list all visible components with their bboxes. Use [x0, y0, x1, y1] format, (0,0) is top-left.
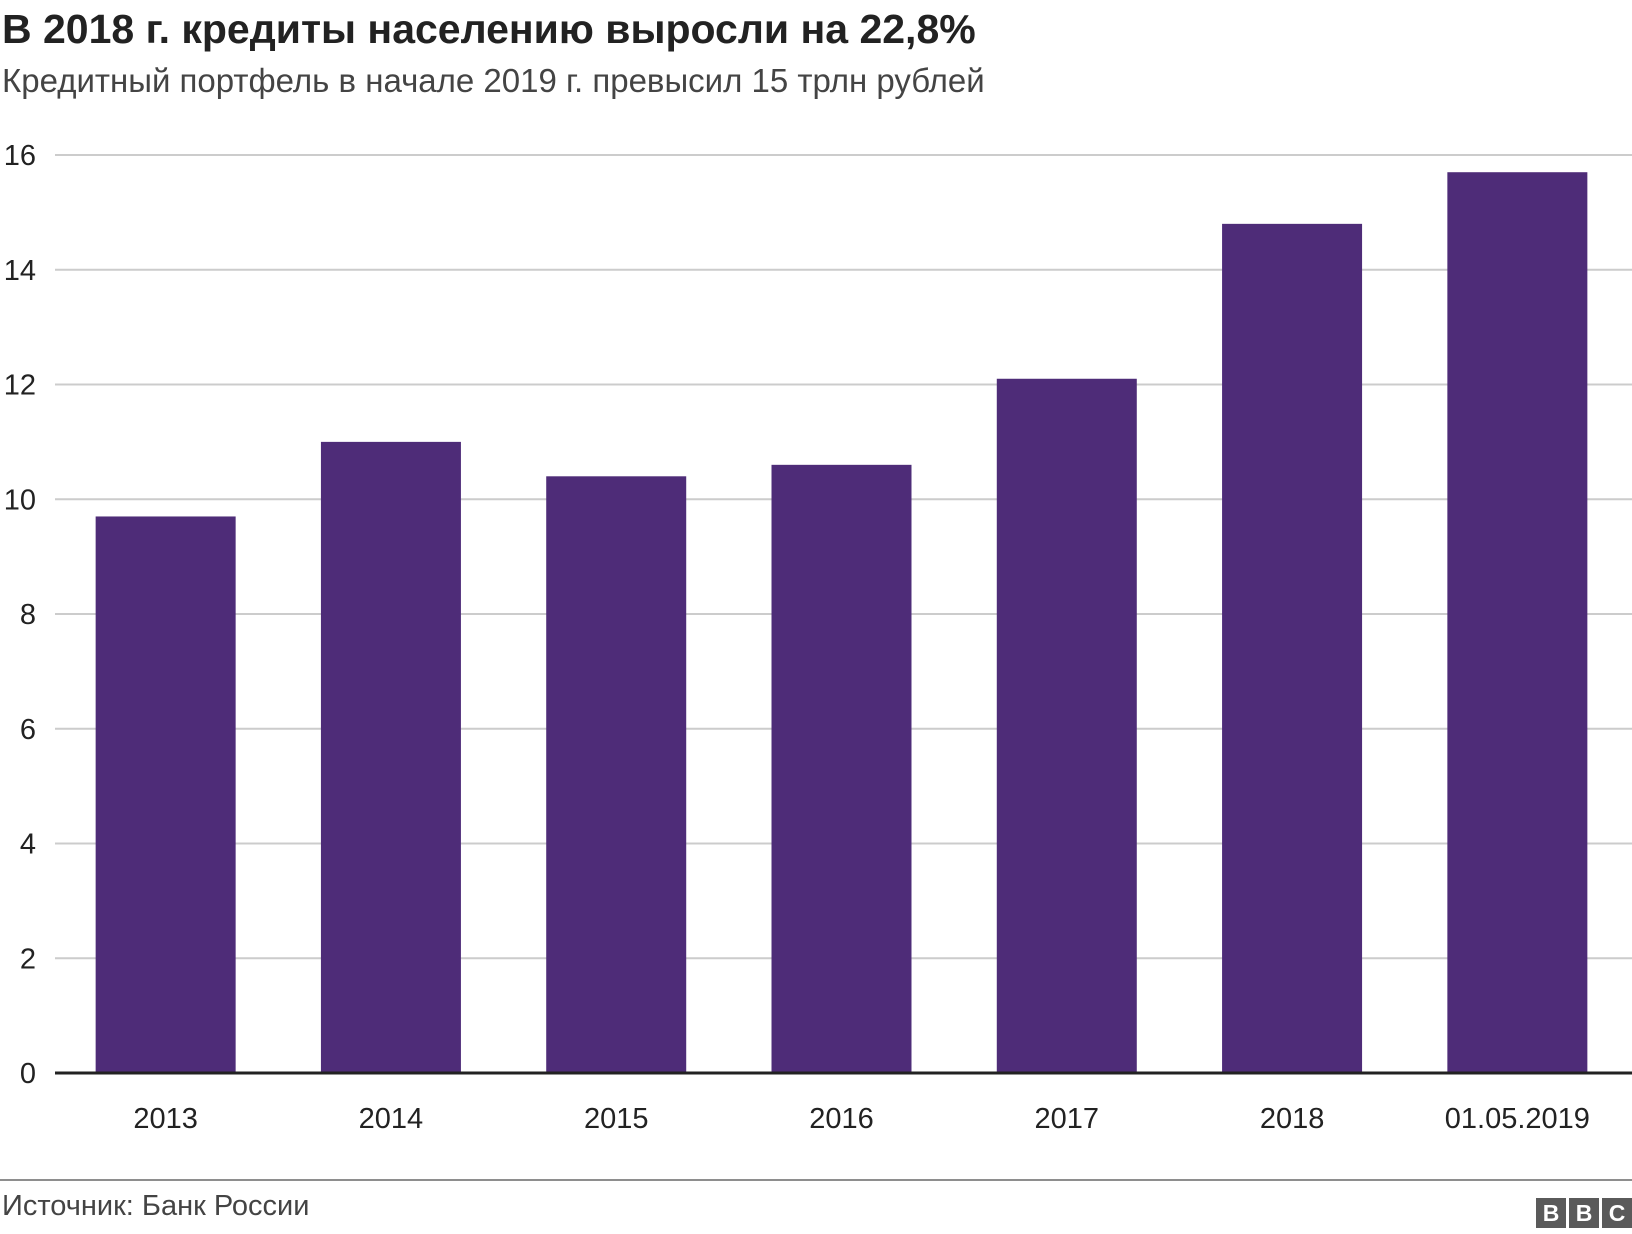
- y-tick-label: 10: [4, 484, 36, 516]
- y-tick-label: 0: [20, 1058, 36, 1090]
- bar: [996, 378, 1137, 1073]
- logo-letter: C: [1602, 1198, 1632, 1228]
- y-tick-label: 6: [20, 714, 36, 746]
- y-tick-label: 12: [4, 370, 36, 402]
- x-tick-label: 2018: [1260, 1103, 1325, 1135]
- chart-subtitle: Кредитный портфель в начале 2019 г. прев…: [2, 62, 985, 99]
- bar-chart: 0 2 4 6 8 10 12 14 16 2013 2014 2015 2016 2017 2018 01…: [4, 140, 1632, 1135]
- bar: [546, 476, 687, 1073]
- bbc-logo: B B C: [1536, 1198, 1632, 1228]
- logo-letter: B: [1569, 1198, 1599, 1228]
- bar: [1222, 223, 1363, 1074]
- bar: [320, 441, 461, 1073]
- bar: [1447, 172, 1588, 1073]
- x-tick-label: 01.05.2019: [1445, 1103, 1590, 1135]
- x-tick-label: 2013: [133, 1103, 198, 1135]
- source-note: Источник: Банк России: [2, 1190, 310, 1222]
- y-tick-label: 8: [20, 599, 36, 631]
- logo-letter: B: [1536, 1198, 1566, 1228]
- x-tick-label: 2017: [1035, 1103, 1100, 1135]
- chart-title: В 2018 г. кредиты населению выросли на 2…: [2, 6, 976, 52]
- x-tick-label: 2016: [809, 1103, 874, 1135]
- bar: [95, 516, 236, 1073]
- x-axis-ticks: 2013 2014 2015 2016 2017 2018 01.05.2019: [133, 1103, 1590, 1135]
- y-tick-label: 16: [4, 140, 36, 172]
- x-tick-label: 2015: [584, 1103, 649, 1135]
- bars: [95, 172, 1588, 1074]
- y-tick-label: 4: [20, 829, 36, 861]
- y-tick-label: 2: [20, 943, 36, 975]
- y-axis-ticks: 0 2 4 6 8 10 12 14 16: [4, 140, 36, 1090]
- y-tick-label: 14: [4, 255, 36, 287]
- x-tick-label: 2014: [359, 1103, 424, 1135]
- footer-divider: [0, 1179, 1632, 1181]
- bar: [771, 464, 912, 1073]
